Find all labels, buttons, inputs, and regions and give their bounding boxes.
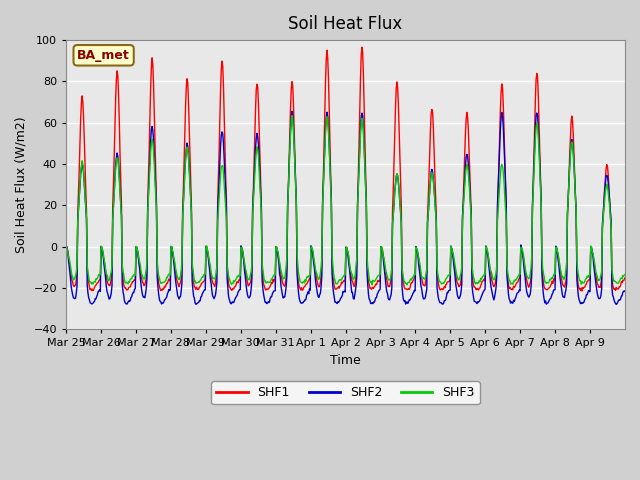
SHF3 [368,282,376,288]
X-axis label: Time: Time [330,354,361,367]
SHF3 [259,260,266,266]
SHF1 [578,288,586,294]
SHF1 [280,281,287,287]
SHF3 [436,279,444,285]
SHF2 [621,288,629,294]
SHF3 [128,276,136,282]
SHF3 [62,243,70,249]
SHF2 [128,294,136,300]
SHF1 [230,285,238,290]
SHF2 [612,301,620,307]
SHF1 [62,243,70,249]
SHF3 [230,279,238,285]
SHF3 [404,279,412,285]
Line: SHF1: SHF1 [66,47,625,291]
SHF1 [358,44,366,50]
Title: Soil Heat Flux: Soil Heat Flux [289,15,403,33]
Y-axis label: Soil Heat Flux (W/m2): Soil Heat Flux (W/m2) [15,117,28,253]
SHF1 [128,281,136,287]
SHF1 [259,263,266,269]
SHF3 [621,272,629,277]
SHF1 [621,275,629,281]
SHF2 [288,108,296,114]
SHF2 [435,298,443,304]
SHF2 [230,298,238,303]
Line: SHF2: SHF2 [66,111,625,304]
Line: SHF3: SHF3 [66,116,625,285]
SHF2 [280,295,287,301]
Legend: SHF1, SHF2, SHF3: SHF1, SHF2, SHF3 [211,381,480,404]
SHF1 [404,287,412,292]
SHF3 [288,113,296,119]
Text: BA_met: BA_met [77,49,130,62]
SHF2 [62,244,70,250]
SHF2 [259,277,266,283]
SHF2 [404,300,412,306]
SHF1 [435,285,443,290]
SHF3 [280,276,287,282]
